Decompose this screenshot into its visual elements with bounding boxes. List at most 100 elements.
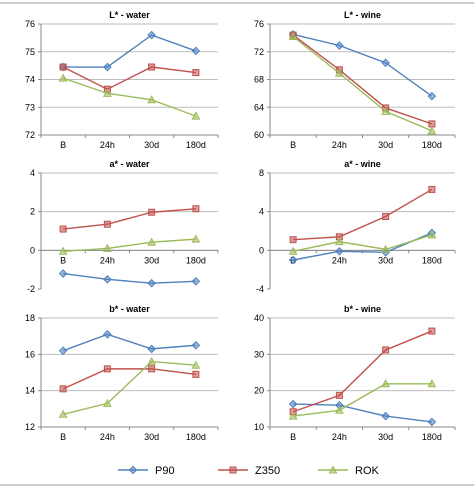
data-point-rok [147, 237, 157, 246]
data-point-rok [102, 243, 112, 252]
series-p90 [58, 330, 201, 356]
data-point-p90 [147, 30, 156, 40]
y-tick-label: -4 [256, 284, 264, 294]
series-p90 [288, 228, 437, 265]
x-tick-label: 30d [378, 432, 393, 442]
data-point-rok [58, 73, 68, 82]
series-rok [58, 73, 201, 120]
series-line-p90 [63, 272, 196, 284]
data-point-p90 [147, 344, 156, 354]
x-tick-label: 30d [378, 140, 393, 150]
chart-title: L* - water [109, 10, 150, 20]
y-tick-label: 10 [254, 422, 264, 432]
series-z350 [59, 63, 200, 93]
series-line-z350 [293, 188, 433, 241]
data-point-z350 [382, 346, 390, 354]
chart-panel-l-water: 72 73 74 75 76 B 24h 30d 180d L* - water [25, 10, 219, 150]
x-tick-label: 30d [144, 140, 159, 150]
data-point-z350 [192, 370, 200, 378]
data-point-z350 [148, 63, 156, 71]
data-point-rok [288, 411, 298, 420]
x-tick-label: 180d [186, 255, 206, 265]
x-tick-label: 180d [186, 140, 206, 150]
series-p90 [288, 399, 437, 427]
x-tick-label: B [60, 255, 66, 265]
y-tick-label: 60 [254, 130, 264, 140]
x-tick-label: B [290, 432, 296, 442]
data-point-rok [381, 379, 391, 388]
series-line-p90 [63, 34, 197, 68]
data-point-z350 [59, 63, 67, 71]
data-point-rok [102, 398, 112, 407]
y-tick-label: 30 [254, 349, 264, 359]
legend-item-z350: Z350 [218, 465, 280, 477]
x-tick-label: 30d [378, 255, 393, 265]
data-point-rok [288, 246, 298, 255]
y-tick-label: 4 [30, 168, 35, 178]
data-point-rok [427, 126, 437, 135]
data-point-rok [191, 360, 201, 369]
data-point-rok [191, 234, 201, 243]
chart-title: a* - wine [344, 159, 381, 169]
chart-title: L* - wine [344, 10, 381, 20]
legend: P90 Z350 ROK [118, 465, 380, 477]
series-z350 [289, 327, 436, 416]
data-point-z350 [428, 185, 436, 193]
series-p90 [58, 30, 201, 72]
y-tick-label: 20 [254, 386, 264, 396]
data-point-rok [381, 106, 391, 115]
data-point-p90 [381, 411, 390, 421]
y-tick-label: 0 [30, 245, 35, 255]
data-point-z350 [148, 365, 156, 373]
data-point-rok [334, 236, 344, 246]
x-tick-label: 180d [422, 255, 442, 265]
chart-panel-a-wine: -4048B24h30d180da* - wine [256, 159, 456, 294]
data-point-p90 [427, 91, 437, 101]
series-rok [288, 379, 437, 420]
chart-panel-a-water: -2 0 2 4 B 24h 30d 180d a* - water [27, 159, 219, 294]
y-tick-label: 2 [30, 207, 35, 217]
legend-item-p90: P90 [118, 465, 175, 477]
data-point-z350 [103, 365, 111, 373]
y-tick-label: 18 [25, 313, 35, 323]
data-point-z350 [103, 220, 111, 228]
data-point-rok [427, 230, 437, 239]
data-point-rok [58, 409, 68, 418]
data-point-rok [102, 88, 112, 97]
data-point-rok [58, 246, 68, 255]
data-point-rok [381, 244, 391, 253]
series-line-p90 [293, 403, 432, 423]
x-tick-label: 24h [100, 140, 115, 150]
data-point-z350 [428, 120, 436, 128]
y-tick-label: 74 [25, 75, 35, 85]
y-tick-label: 14 [25, 386, 35, 396]
series-rok [288, 31, 437, 135]
y-tick-label: 76 [25, 19, 35, 29]
data-point-p90 [335, 41, 344, 50]
x-tick-label: 24h [332, 255, 347, 265]
data-point-p90 [147, 278, 156, 288]
series-line-rok [63, 238, 196, 252]
y-tick-label: -2 [27, 284, 35, 294]
legend-marker [229, 466, 237, 474]
chart-title: a* - water [109, 159, 150, 169]
series-line-rok [62, 360, 196, 415]
data-point-p90 [58, 346, 68, 356]
x-tick-label: 30d [144, 255, 159, 265]
y-tick-label: 76 [254, 19, 264, 29]
x-tick-label: 30d [144, 432, 159, 442]
data-point-p90 [103, 62, 112, 72]
series-line-z350 [62, 368, 196, 390]
y-tick-label: 16 [25, 349, 35, 359]
chart-panel-l-wine: 60 64 68 72 76 B 24h 30d 180d L* - wine [254, 10, 456, 150]
x-tick-label: B [60, 140, 66, 150]
series-line-z350 [292, 34, 433, 125]
data-point-p90 [288, 255, 298, 265]
data-point-z350 [335, 391, 343, 399]
y-tick-label: 73 [25, 102, 35, 112]
data-point-p90 [191, 46, 201, 56]
data-point-p90 [427, 417, 437, 427]
